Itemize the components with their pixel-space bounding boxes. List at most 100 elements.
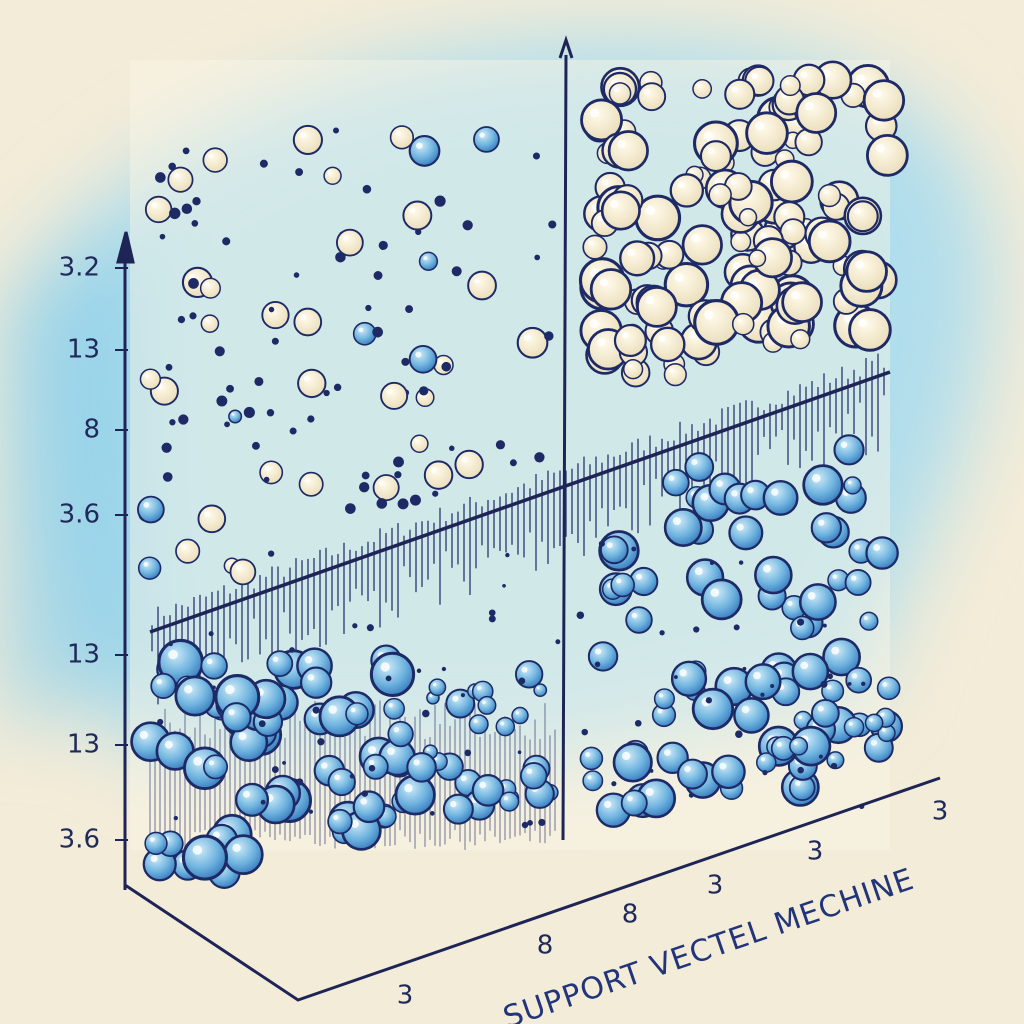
bubble: [864, 713, 884, 733]
bubble: [292, 124, 323, 156]
bubble-highlight: [622, 751, 631, 761]
bubble-highlight: [416, 142, 423, 150]
bubble-highlight: [771, 488, 779, 496]
bubble: [323, 166, 342, 186]
bubble-highlight: [800, 661, 809, 670]
bubble: [622, 359, 644, 380]
bubble-highlight: [587, 775, 592, 780]
bubble-highlight: [521, 666, 528, 673]
x-label: 8: [622, 900, 639, 930]
bubble: [434, 195, 446, 207]
bubble-highlight: [793, 741, 798, 746]
bubble-highlight: [817, 229, 827, 239]
dot: [441, 666, 447, 672]
bubble: [865, 536, 899, 570]
y-label: 8: [83, 415, 100, 445]
bubble: [409, 494, 421, 506]
bubble-highlight: [854, 544, 860, 550]
bubble-highlight: [409, 207, 416, 214]
dot: [738, 560, 744, 565]
bubble-highlight: [479, 781, 487, 789]
bubble: [362, 753, 389, 780]
bubble-highlight: [613, 87, 619, 93]
bubble: [298, 471, 324, 497]
bubble: [165, 363, 173, 371]
dot: [258, 720, 266, 728]
bubble: [214, 346, 225, 357]
bubble: [670, 660, 708, 697]
bubble-highlight: [610, 199, 619, 209]
bubble: [798, 583, 837, 621]
bubble-highlight: [787, 600, 793, 607]
bubble-highlight: [674, 272, 684, 282]
bubble: [393, 456, 404, 468]
dot: [705, 697, 713, 704]
bubble-highlight: [617, 139, 626, 149]
bubble-highlight: [763, 564, 772, 573]
bubble-highlight: [753, 671, 761, 680]
bubble: [802, 464, 844, 506]
bubble: [607, 130, 649, 172]
bubble-highlight: [206, 658, 213, 665]
bubble: [327, 808, 353, 835]
bubble: [533, 683, 548, 698]
bubble-highlight: [830, 755, 835, 760]
bubble-highlight: [149, 837, 155, 842]
bubble: [428, 678, 447, 697]
bubble: [691, 687, 735, 731]
bubble-highlight: [823, 189, 829, 195]
bubble: [376, 498, 388, 509]
bubble: [495, 716, 516, 737]
bubble: [144, 195, 173, 224]
dot: [581, 728, 588, 736]
dot: [429, 811, 435, 816]
bubble: [795, 92, 838, 134]
bubble: [387, 720, 414, 748]
bubble-highlight: [590, 108, 599, 118]
bubble-highlight: [730, 178, 737, 185]
bubble-highlight: [677, 181, 685, 189]
bubble-highlight: [479, 132, 485, 138]
bubble-highlight: [588, 240, 594, 246]
bubble-highlight: [452, 695, 459, 702]
bubble-highlight: [732, 261, 741, 270]
bubble-highlight: [776, 741, 782, 747]
bubble-highlight: [585, 752, 590, 758]
bubble-highlight: [730, 291, 739, 301]
bubble-highlight: [723, 676, 732, 685]
dot: [505, 552, 510, 558]
dot: [361, 790, 368, 797]
dot: [308, 809, 314, 814]
bubble: [408, 135, 441, 167]
bubble: [534, 254, 541, 261]
bubble: [748, 249, 767, 268]
dot: [861, 681, 866, 687]
dot: [157, 718, 164, 726]
bubble: [397, 498, 409, 510]
y-label: 13: [67, 640, 100, 670]
dot: [488, 609, 496, 617]
bubble: [243, 406, 255, 419]
bubble-highlight: [212, 831, 220, 839]
bubble: [865, 133, 909, 177]
bubble: [519, 762, 548, 790]
bubble: [137, 495, 165, 524]
bubble: [432, 490, 439, 497]
bubble: [155, 172, 166, 183]
bubble: [599, 535, 629, 565]
bubble: [451, 266, 462, 277]
bubble-highlight: [368, 759, 375, 766]
dot: [770, 684, 775, 689]
dot: [709, 560, 715, 566]
bubble-highlight: [731, 490, 738, 497]
bubble-highlight: [601, 179, 609, 186]
bubble-highlight: [415, 351, 422, 358]
bubble-highlight: [713, 188, 719, 194]
bubble-highlight: [193, 756, 203, 766]
bubble-highlight: [645, 787, 654, 796]
bubble: [700, 578, 743, 621]
bubble-highlight: [350, 707, 356, 713]
bubble-highlight: [242, 790, 250, 798]
bubble: [289, 427, 297, 435]
bubble: [454, 449, 484, 480]
